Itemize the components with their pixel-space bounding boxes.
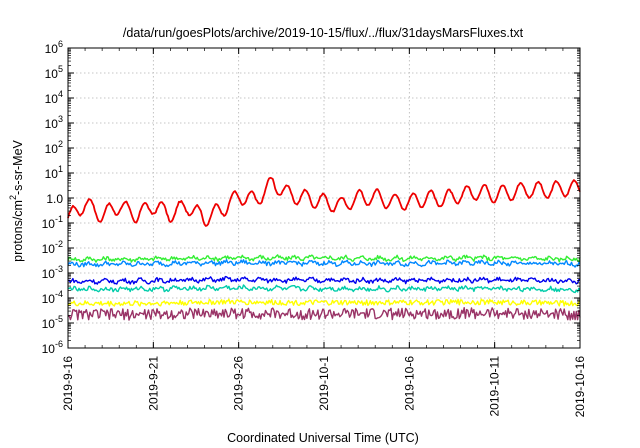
y-tick-label: 104 xyxy=(45,89,63,106)
y-tick-label-base: 10 xyxy=(45,67,59,81)
x-axis-label: Coordinated Universal Time (UTC) xyxy=(227,431,419,445)
y-tick-label-exponent: 1 xyxy=(58,164,63,174)
y-tick-label-base: 10 xyxy=(42,242,56,256)
y-tick-label-exponent: -4 xyxy=(55,289,63,299)
y-tick-label-base: 10 xyxy=(42,267,56,281)
y-tick-label-exponent: -6 xyxy=(55,339,63,349)
y-tick-label-exponent: -1 xyxy=(55,214,63,224)
y-tick-label: 10-6 xyxy=(42,339,63,356)
y-tick-label-exponent: 6 xyxy=(58,39,63,49)
x-tick-label: 2019-9-16 xyxy=(61,356,75,411)
grid-layer xyxy=(68,48,580,348)
y-tick-label: 10-4 xyxy=(42,289,63,306)
series-line-2 xyxy=(67,254,581,263)
y-tick-label: 105 xyxy=(45,64,63,81)
series-layer xyxy=(67,176,581,321)
y-tick-label: 10-5 xyxy=(42,314,63,331)
series-line-5 xyxy=(67,284,581,294)
y-tick-label: 106 xyxy=(45,39,63,56)
chart-title: /data/run/goesPlots/archive/2019-10-15/f… xyxy=(123,26,524,40)
x-tick-label: 2019-10-6 xyxy=(402,356,416,411)
y-tick-label: 1.0 xyxy=(46,192,63,206)
series-line-6 xyxy=(67,298,581,307)
x-tick-label: 2019-10-11 xyxy=(488,356,502,417)
y-tick-label-exponent: 3 xyxy=(58,114,63,124)
y-axis-label-part: -s-sr-MeV xyxy=(11,139,25,195)
y-tick-label: 10-3 xyxy=(42,264,63,281)
x-tick-label: 2019-9-21 xyxy=(146,356,160,411)
y-axis-label: protons/cm2-s-sr-MeV xyxy=(8,139,25,261)
series-line-3 xyxy=(67,258,581,268)
tick-layer: 10-610-510-410-310-210-11.01011021031041… xyxy=(42,39,587,417)
y-tick-label: 103 xyxy=(45,114,63,131)
y-tick-label-base: 10 xyxy=(45,142,59,156)
y-tick-label-exponent: -2 xyxy=(55,239,63,249)
y-tick-label: 10-1 xyxy=(42,214,63,231)
y-tick-label-base: 10 xyxy=(42,292,56,306)
x-tick-label: 2019-10-1 xyxy=(317,356,331,411)
series-line-1 xyxy=(67,176,581,227)
y-tick-label: 10-2 xyxy=(42,239,63,256)
y-tick-label-base: 10 xyxy=(45,167,59,181)
series-line-7 xyxy=(67,307,581,321)
y-tick-label-base: 10 xyxy=(42,317,56,331)
x-tick-label: 2019-10-16 xyxy=(573,356,587,418)
series-line-4 xyxy=(67,275,581,285)
y-tick-label-exponent: 5 xyxy=(58,64,63,74)
x-tick-label: 2019-9-26 xyxy=(232,356,246,411)
y-tick-label: 101 xyxy=(45,164,63,181)
y-tick-label-base: 10 xyxy=(42,217,56,231)
y-tick-label-exponent: 2 xyxy=(58,139,63,149)
y-axis-label-layer: protons/cm2-s-sr-MeV xyxy=(8,139,25,261)
y-tick-label-base: 10 xyxy=(45,92,59,106)
y-tick-label-exponent: -5 xyxy=(55,314,63,324)
y-tick-label: 102 xyxy=(45,139,63,156)
y-tick-label-exponent: -3 xyxy=(55,264,63,274)
y-tick-label-exponent: 4 xyxy=(58,89,63,99)
y-tick-label-base: 10 xyxy=(45,42,59,56)
y-tick-label-base: 10 xyxy=(45,117,59,131)
y-axis-label-part: protons/cm xyxy=(11,200,25,262)
y-axis-label-superscript: 2 xyxy=(8,195,18,200)
y-tick-label-base: 10 xyxy=(42,342,56,356)
